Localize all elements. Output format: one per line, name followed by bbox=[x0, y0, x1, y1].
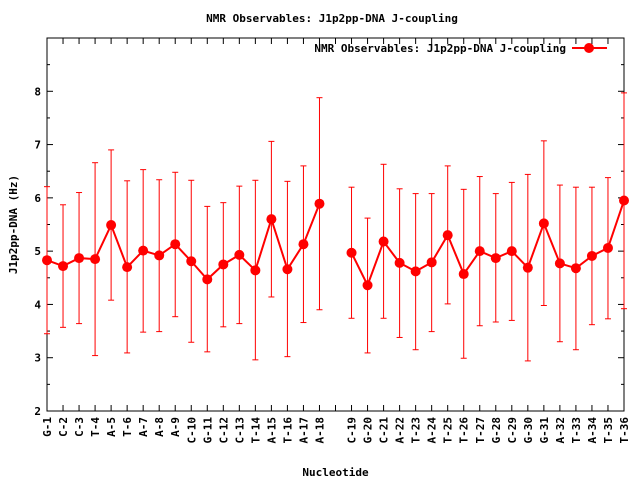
data-point bbox=[138, 245, 149, 256]
x-tick-label: T-27 bbox=[474, 417, 487, 444]
x-tick-label: A-5 bbox=[105, 417, 118, 437]
data-point bbox=[442, 230, 453, 241]
x-tick-label: G-11 bbox=[201, 417, 214, 444]
data-point bbox=[170, 239, 181, 250]
data-point bbox=[346, 247, 357, 258]
x-tick-label: T-23 bbox=[410, 417, 423, 444]
data-point bbox=[122, 262, 133, 273]
x-tick-label: G-20 bbox=[362, 417, 375, 444]
y-tick-label: 8 bbox=[34, 85, 41, 98]
x-tick-label: T-33 bbox=[570, 417, 583, 444]
data-point bbox=[58, 261, 69, 272]
x-tick-label: T-4 bbox=[89, 417, 102, 437]
data-point bbox=[378, 236, 389, 247]
data-point bbox=[234, 249, 245, 260]
x-tick-label: A-18 bbox=[313, 417, 326, 444]
data-point bbox=[90, 254, 101, 265]
x-tick-label: T-36 bbox=[618, 417, 631, 444]
x-tick-label: A-32 bbox=[554, 417, 567, 444]
legend-entry-label: NMR Observables: J1p2pp-DNA J-coupling bbox=[314, 42, 566, 55]
x-tick-label: C-29 bbox=[506, 417, 519, 444]
x-tick-label: A-15 bbox=[265, 417, 278, 444]
x-axis-label: Nucleotide bbox=[302, 466, 369, 479]
data-point bbox=[458, 269, 469, 280]
data-point bbox=[394, 257, 405, 268]
data-point bbox=[314, 198, 325, 209]
x-tick-label: T-6 bbox=[121, 417, 134, 437]
x-axis: G-1 C-2 C-3 T-4 A-5 T-6 A-7 A-8 A-9 C-10 G-11 C-12 C… bbox=[41, 38, 631, 444]
legend-marker bbox=[584, 43, 594, 53]
x-tick-label: A-24 bbox=[426, 417, 439, 444]
data-point bbox=[154, 250, 165, 261]
x-tick-label: T-16 bbox=[281, 417, 294, 444]
data-point bbox=[266, 214, 277, 225]
chart-title: NMR Observables: J1p2pp-DNA J-coupling bbox=[206, 12, 458, 25]
data-point bbox=[474, 246, 485, 257]
data-point bbox=[619, 195, 629, 206]
x-tick-label: T-35 bbox=[602, 417, 615, 444]
data-point bbox=[586, 250, 597, 261]
data-point bbox=[570, 263, 581, 274]
data-point bbox=[506, 246, 517, 257]
data-point bbox=[282, 264, 293, 275]
y-tick-label: 3 bbox=[34, 352, 41, 365]
data-point bbox=[426, 257, 437, 268]
x-tick-label: C-13 bbox=[233, 417, 246, 444]
x-tick-label: G-31 bbox=[538, 417, 551, 444]
x-tick-label: A-34 bbox=[586, 417, 599, 444]
data-point bbox=[522, 262, 533, 273]
x-tick-label: C-12 bbox=[217, 417, 230, 444]
y-tick-label: 4 bbox=[34, 298, 41, 311]
data-point bbox=[186, 256, 197, 267]
y-axis-label: J1p2pp-DNA (Hz) bbox=[7, 175, 20, 274]
x-tick-label: C-21 bbox=[378, 417, 391, 444]
x-tick-label: T-14 bbox=[249, 417, 262, 444]
data-point bbox=[42, 255, 52, 266]
data-point bbox=[74, 253, 85, 264]
x-tick-label: A-7 bbox=[137, 417, 150, 437]
x-tick-label: A-22 bbox=[394, 417, 407, 444]
data-point bbox=[410, 266, 421, 277]
y-tick-label: 6 bbox=[34, 192, 41, 205]
x-tick-label: C-19 bbox=[346, 417, 359, 444]
x-tick-label: T-26 bbox=[458, 417, 471, 444]
data-point bbox=[218, 259, 229, 270]
x-tick-label: G-28 bbox=[490, 417, 503, 444]
x-tick-label: G-1 bbox=[41, 417, 54, 437]
x-tick-label: A-8 bbox=[153, 417, 166, 437]
data-point bbox=[554, 258, 565, 269]
data-point bbox=[106, 220, 117, 231]
x-tick-label: T-25 bbox=[442, 417, 455, 444]
x-tick-label: A-9 bbox=[169, 417, 182, 437]
data-point bbox=[298, 239, 309, 250]
y-tick-label: 7 bbox=[34, 139, 41, 152]
data-point bbox=[602, 242, 613, 253]
x-tick-label: C-3 bbox=[73, 417, 86, 437]
x-tick-label: C-10 bbox=[185, 417, 198, 444]
x-tick-label: C-2 bbox=[57, 417, 70, 437]
x-tick-label: A-17 bbox=[297, 417, 310, 444]
data-point bbox=[490, 253, 501, 264]
data-point bbox=[362, 280, 373, 291]
y-tick-label: 2 bbox=[34, 405, 41, 418]
legend: NMR Observables: J1p2pp-DNA J-coupling bbox=[314, 42, 607, 55]
data-point bbox=[250, 265, 261, 276]
data-point bbox=[202, 274, 213, 285]
series-layer bbox=[42, 92, 629, 362]
data-point bbox=[538, 218, 549, 229]
x-tick-label: G-30 bbox=[522, 417, 535, 444]
y-tick-label: 5 bbox=[34, 245, 41, 258]
